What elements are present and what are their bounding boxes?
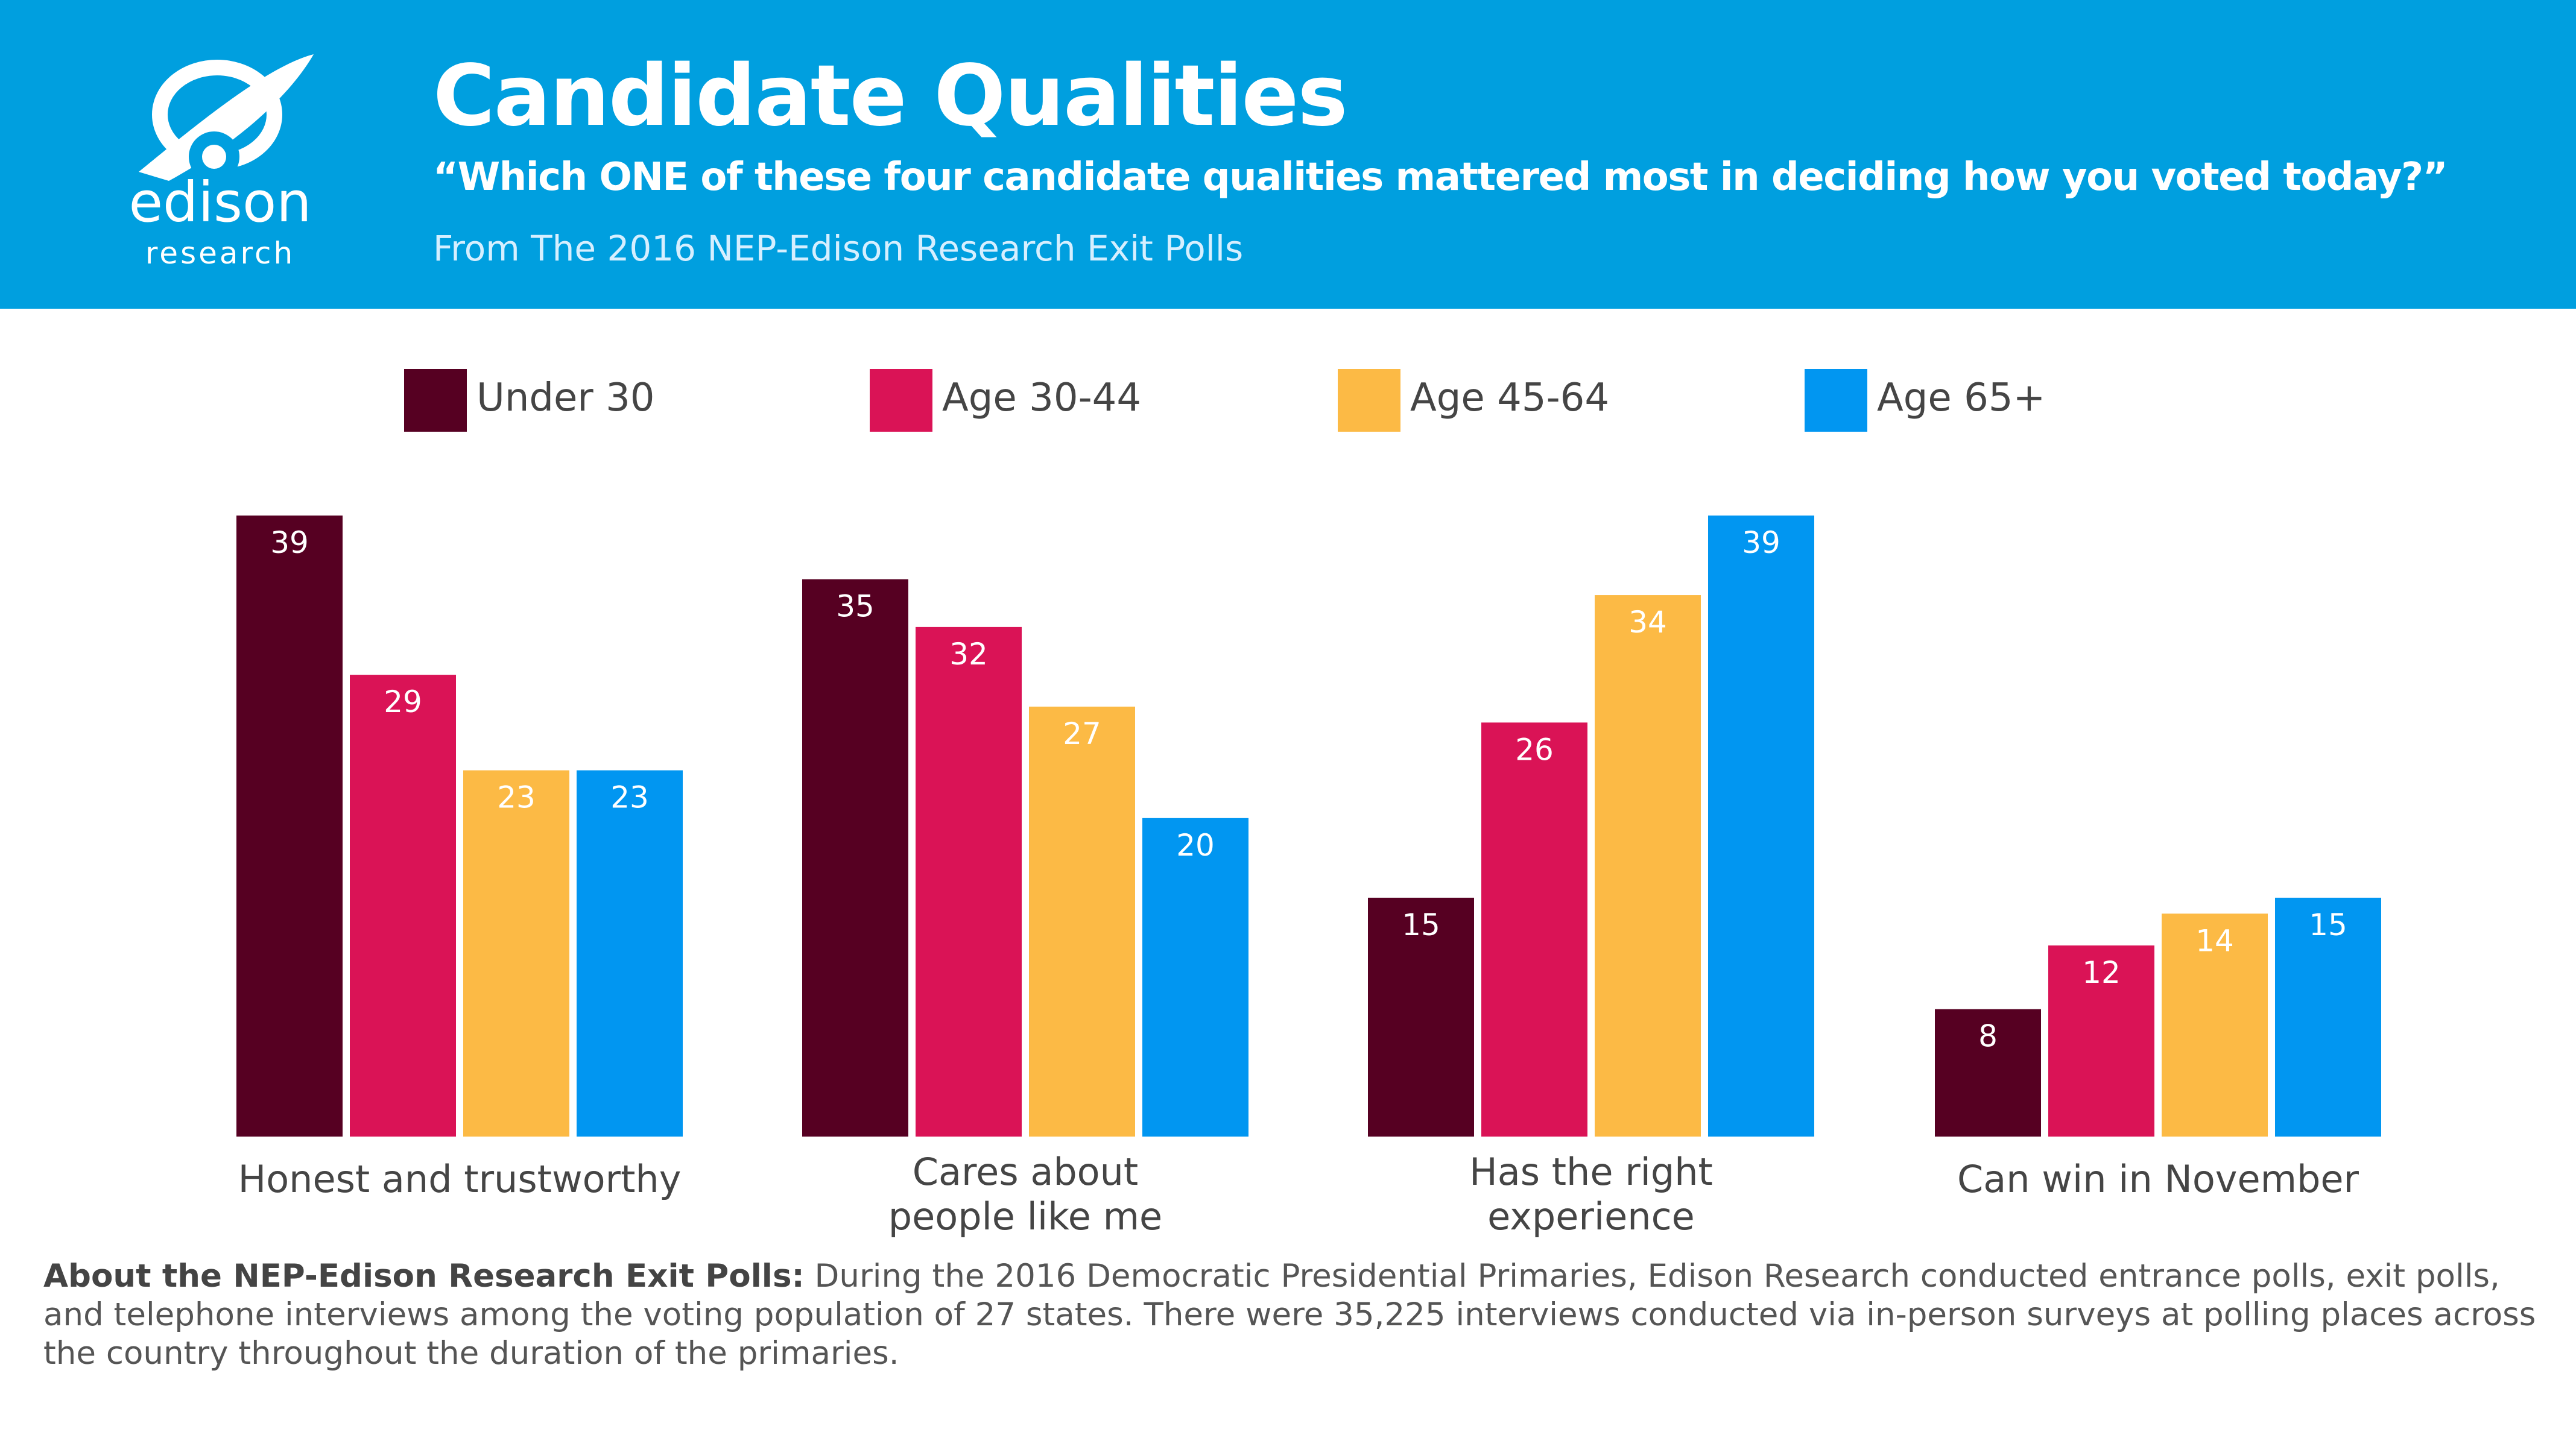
header-banner: edison research Candidate Qualities “Whi… xyxy=(0,0,2576,309)
page-subtitle: “Which ONE of these four candidate quali… xyxy=(433,155,2448,200)
data-label: 20 xyxy=(1176,828,1215,863)
data-label: 8 xyxy=(1978,1019,1998,1054)
legend-swatch xyxy=(1805,369,1867,432)
data-label: 35 xyxy=(836,589,875,624)
data-label: 23 xyxy=(610,780,649,815)
data-label: 15 xyxy=(2309,907,2347,942)
bar-age-30-44 xyxy=(916,626,1022,1137)
data-label: 15 xyxy=(1402,907,1440,942)
bar-age-30-44 xyxy=(2048,945,2154,1137)
legend-label: Age 45-64 xyxy=(1410,376,1610,420)
data-label: 34 xyxy=(1628,605,1667,640)
bar-under-30 xyxy=(802,579,908,1137)
footnote-heading: About the NEP-Edison Research Exit Polls… xyxy=(43,1258,805,1295)
data-label: 14 xyxy=(2195,923,2234,958)
logo-wordmark: edison xyxy=(128,170,312,235)
bar-age-65- xyxy=(2275,897,2381,1137)
source-line: From The 2016 NEP-Edison Research Exit P… xyxy=(433,228,1244,269)
bar-age-45-64 xyxy=(2162,913,2268,1137)
bar-under-30 xyxy=(1935,1009,2041,1137)
bar-age-65- xyxy=(577,770,683,1137)
data-label: 39 xyxy=(1742,525,1780,560)
bar-age-65- xyxy=(1708,516,1814,1137)
bar-age-30-44 xyxy=(1481,722,1587,1137)
category-label: experience xyxy=(1487,1194,1695,1238)
data-label: 32 xyxy=(949,637,988,672)
legend-swatch xyxy=(1338,369,1400,432)
bar-age-45-64 xyxy=(1029,706,1135,1137)
data-label: 12 xyxy=(2082,955,2121,990)
footnote: About the NEP-Edison Research Exit Polls… xyxy=(43,1257,2540,1373)
data-label: 23 xyxy=(497,780,536,815)
legend-swatch xyxy=(870,369,932,432)
legend-label: Age 65+ xyxy=(1877,376,2046,420)
legend-swatch xyxy=(404,369,467,432)
logo-subword: research xyxy=(145,236,296,271)
edison-logo-icon xyxy=(139,54,314,182)
category-label: Honest and trustworthy xyxy=(238,1157,682,1201)
bar-under-30 xyxy=(1368,897,1474,1137)
category-label: Cares about xyxy=(913,1150,1138,1194)
data-label: 29 xyxy=(384,684,422,719)
bar-chart: 39 29 23 23 Honest and trustworthy 35 32 27 20 Ca… xyxy=(236,516,2381,1238)
bar-age-45-64 xyxy=(1595,595,1701,1137)
bar-age-65- xyxy=(1142,818,1248,1137)
data-label: 26 xyxy=(1515,732,1554,767)
data-label: 27 xyxy=(1063,716,1101,751)
data-label: 39 xyxy=(270,525,309,560)
legend-label: Age 30-44 xyxy=(942,376,1142,420)
category-label: Has the right xyxy=(1469,1150,1713,1194)
legend-label: Under 30 xyxy=(476,376,655,420)
bar-age-30-44 xyxy=(350,675,456,1137)
page-title: Candidate Qualities xyxy=(433,47,1348,145)
bar-age-45-64 xyxy=(463,770,569,1137)
category-label: people like me xyxy=(888,1194,1162,1238)
category-label: Can win in November xyxy=(1957,1157,2359,1201)
footnote-text: During the 2016 Democratic Presidential … xyxy=(43,1258,2536,1372)
bar-under-30 xyxy=(236,516,343,1137)
